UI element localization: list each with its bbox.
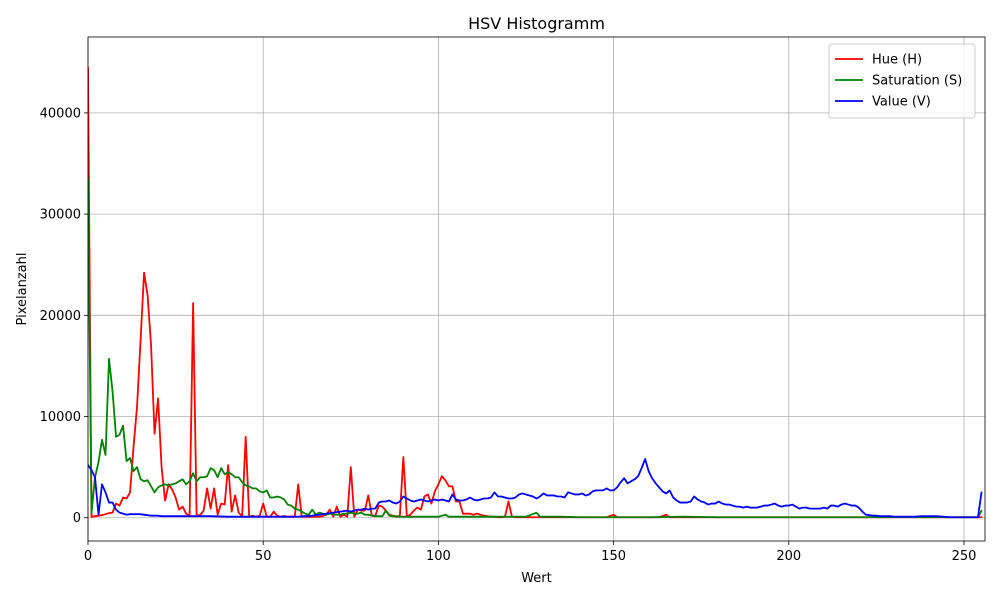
y-tick-label: 40000: [40, 106, 81, 121]
y-tick-label: 10000: [40, 410, 81, 425]
x-tick-label: 250: [952, 549, 977, 564]
y-tick-label: 20000: [40, 309, 81, 324]
chart-title: HSV Histogramm: [468, 14, 605, 33]
x-axis: 0 50 100 150 200 250: [84, 541, 977, 564]
y-axis: 0 10000 20000 30000 40000: [40, 106, 88, 526]
x-tick-label: 200: [776, 549, 801, 564]
legend-item-label: Saturation (S): [872, 74, 962, 89]
y-tick-label: 30000: [40, 208, 81, 223]
x-tick-label: 0: [84, 549, 92, 564]
legend: Hue (H) Saturation (S) Value (V): [828, 43, 976, 119]
y-axis-label: Pixelanzahl: [15, 253, 30, 326]
legend-box: [828, 43, 976, 119]
series-lines: [88, 66, 983, 519]
y-tick-label: 0: [73, 511, 81, 526]
plot-area: [88, 37, 985, 541]
series-line-1: [88, 177, 983, 519]
x-tick-label: 150: [601, 549, 626, 564]
x-axis-label: Wert: [521, 571, 552, 586]
series-line-2: [88, 458, 983, 519]
legend-item-label: Hue (H): [872, 53, 922, 68]
legend-item-label: Value (V): [872, 95, 931, 110]
plot-frame: [87, 36, 986, 542]
x-tick-label: 100: [426, 549, 451, 564]
x-tick-label: 50: [255, 549, 272, 564]
